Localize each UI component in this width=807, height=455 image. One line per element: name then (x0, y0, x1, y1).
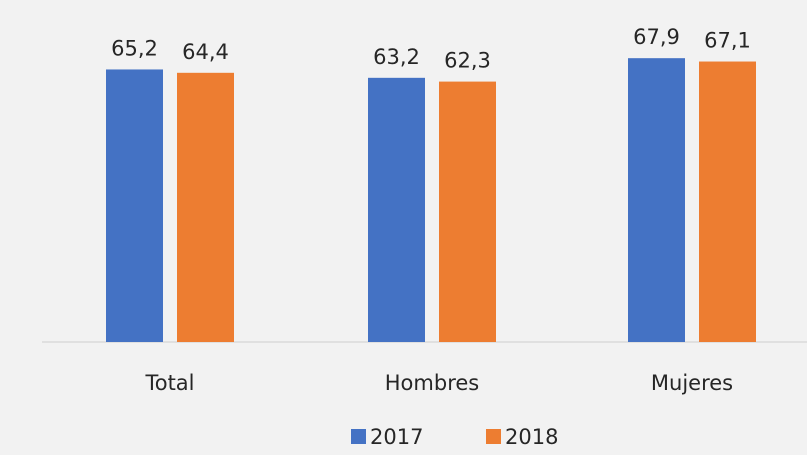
data-label-total-2017: 65,2 (111, 36, 158, 60)
data-label-mujeres-2017: 67,9 (633, 25, 680, 49)
bar-hombres-2018 (439, 81, 496, 342)
legend: 2017 2018 (351, 425, 558, 449)
category-label-hombres: Hombres (385, 371, 479, 395)
data-label-hombres-2017: 63,2 (373, 45, 420, 69)
data-label-hombres-2018: 62,3 (444, 49, 491, 73)
category-label-total: Total (144, 371, 194, 395)
data-label-total-2018: 64,4 (182, 40, 229, 64)
bar-total-2018 (177, 72, 234, 343)
data-label-mujeres-2018: 67,1 (704, 29, 751, 53)
bars-group (106, 58, 756, 343)
category-label-mujeres: Mujeres (651, 371, 733, 395)
labels-group: 65,2 64,4 Total 63,2 62,3 Hombres 67,9 67,1 Muje… (111, 25, 751, 395)
bar-total-2017 (106, 69, 163, 343)
legend-swatch-2018 (486, 429, 501, 444)
bar-mujeres-2017 (628, 58, 685, 342)
legend-swatch-2017 (351, 429, 366, 444)
legend-label-2017: 2017 (370, 425, 423, 449)
bar-hombres-2017 (368, 77, 425, 342)
legend-label-2018: 2018 (505, 425, 558, 449)
bar-mujeres-2018 (699, 61, 756, 342)
